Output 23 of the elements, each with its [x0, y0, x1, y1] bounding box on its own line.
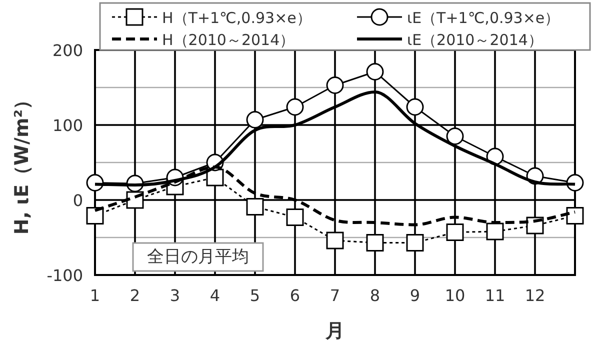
x-tick-label: 8 [370, 286, 380, 305]
x-tick-label: 7 [330, 286, 340, 305]
legend-label: ιE（T+1℃,0.93×e） [407, 9, 560, 27]
x-tick-label: 6 [290, 286, 300, 305]
x-tick-label: 2 [130, 286, 140, 305]
annotation: 全日の月平均 [147, 247, 249, 267]
x-tick-label: 3 [170, 286, 180, 305]
x-tick-label: 4 [210, 286, 220, 305]
y-tick-label: 0 [72, 191, 83, 210]
y-tick-label: 200 [52, 41, 83, 60]
x-axis-title: 月 [324, 320, 344, 342]
y-tick-label: -100 [46, 266, 83, 285]
x-tick-label: 9 [410, 286, 420, 305]
legend-label: H（2010～2014） [162, 31, 295, 49]
y-tick-label: 100 [52, 116, 83, 135]
x-tick-label: 1 [90, 286, 100, 305]
legend-label: ιE（2010～2014） [407, 31, 543, 49]
x-tick-label: 12 [524, 286, 546, 305]
y-axis-title: H, ιE（W/m²） [11, 90, 33, 235]
x-tick-label: 5 [250, 286, 260, 305]
x-tick-label: 11 [484, 286, 506, 305]
x-tick-label: 10 [444, 286, 466, 305]
legend-label: H（T+1℃,0.93×e） [162, 9, 312, 27]
